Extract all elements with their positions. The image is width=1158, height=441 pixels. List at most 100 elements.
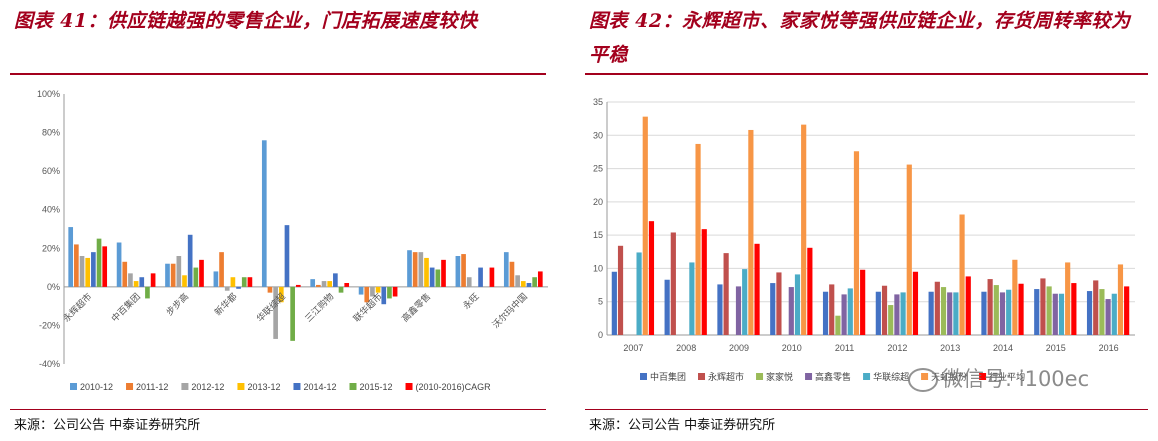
bar-新华都-2010-12	[213, 271, 219, 287]
bar-华联综超-2013-12	[278, 286, 284, 303]
bar-2009-永辉超市	[723, 253, 729, 335]
bar-三江购物-2011-12	[316, 284, 321, 287]
bar-永旺-2014-12	[478, 267, 483, 287]
bar-2014-高鑫零售	[999, 292, 1006, 335]
bar-沃尔玛中国-2010-12	[503, 252, 509, 287]
bar-联华超市-2011-12	[364, 286, 370, 303]
bar-2016-永辉超市	[1093, 280, 1099, 335]
legend-swatch	[640, 373, 647, 380]
bar-联华超市-2014-12	[381, 286, 387, 305]
bar-2014-中百集团	[981, 291, 987, 335]
bar-2013-永辉超市	[934, 281, 940, 335]
bar-2013-华联综超	[953, 292, 959, 335]
bar-2007-行业平均	[648, 221, 655, 335]
bar-华联综超-(2010-2016)CAGR	[295, 284, 301, 287]
legend-swatch	[237, 383, 245, 390]
legend-label: 行业平均	[989, 371, 1025, 382]
bar-永旺-2012-12	[466, 277, 472, 287]
legend-swatch	[126, 383, 134, 390]
bar-2012-华联综超	[900, 292, 906, 335]
left-figure: 图表 41：供应链越强的零售企业，门店拓展速度较快 -40% -20% 0% 20% 4…	[0, 0, 556, 441]
x-tick-label: 2016	[1099, 343, 1119, 353]
bar-2013-家家悦	[940, 287, 947, 335]
bar-三江购物-2010-12	[310, 279, 316, 287]
x-tick-label: 永旺	[460, 290, 481, 311]
bar-中百集团-2014-12	[139, 277, 145, 287]
bar-华联综超-2012-12	[273, 286, 278, 339]
bar-沃尔玛中国-(2010-2016)CAGR	[537, 271, 543, 287]
x-tick-label: 华联综超	[254, 290, 287, 323]
bar-2009-天虹股份	[748, 129, 754, 335]
y-tick-label: 0%	[47, 282, 60, 292]
bar-2007-天虹股份	[642, 116, 648, 335]
bar-新华都-2014-12	[236, 286, 241, 289]
bar-三江购物-2012-12	[321, 281, 327, 287]
bar-2007-中百集团	[611, 271, 617, 335]
bar-沃尔玛中国-2013-12	[520, 281, 526, 287]
bar-2016-中百集团	[1086, 291, 1093, 335]
bar-2016-华联综超	[1111, 293, 1117, 335]
legend-label: 永辉超市	[708, 371, 744, 382]
x-tick-label: 步步高	[164, 290, 191, 317]
right-source-note: 来源：公司公告 中泰证券研究所	[589, 418, 776, 433]
bar-步步高-(2010-2016)CAGR	[199, 259, 204, 287]
y-tick-label: 35	[593, 97, 603, 107]
x-tick-label: 三江购物	[302, 290, 335, 323]
bar-高鑫零售-2014-12	[429, 267, 435, 287]
left-bar-chart: -40% -20% 0% 20% 40% 60% 80% 100% 永辉超市 中百集团 步步高 新华都…	[37, 89, 548, 392]
bar-新华都-2012-12	[224, 286, 230, 291]
y-tick-label: 0	[598, 330, 603, 340]
bar-联华超市-2015-12	[387, 286, 392, 299]
bar-2010-天虹股份	[801, 124, 807, 336]
bar-2014-华联综超	[1006, 289, 1012, 335]
x-tick-label: 永辉超市	[60, 290, 93, 323]
bar-高鑫零售-2011-12	[412, 252, 418, 287]
bar-2012-行业平均	[912, 271, 919, 335]
wechat-icon	[908, 368, 938, 392]
legend-swatch	[698, 373, 706, 380]
bar-2011-华联综超	[847, 288, 853, 335]
y-tick-label: 15	[593, 230, 603, 240]
bar-2012-永辉超市	[881, 285, 888, 335]
bar-华联综超-2010-12	[261, 140, 267, 287]
x-tick-label: 2009	[729, 343, 749, 353]
bar-永旺-2010-12	[455, 256, 461, 287]
bar-三江购物-(2010-2016)CAGR	[344, 283, 350, 287]
bar-2008-永辉超市	[670, 232, 676, 335]
bar-2011-中百集团	[822, 291, 829, 335]
bar-永旺-2011-12	[461, 254, 466, 287]
bar-2011-高鑫零售	[841, 294, 847, 335]
bar-高鑫零售-(2010-2016)CAGR	[441, 259, 446, 287]
bar-2013-行业平均	[965, 276, 971, 335]
legend-swatch	[349, 383, 357, 390]
legend-label: 高鑫零售	[815, 371, 851, 382]
x-tick-label: 2014	[993, 343, 1013, 353]
bar-2014-行业平均	[1018, 283, 1024, 335]
bar-2015-高鑫零售	[1052, 293, 1058, 335]
bar-2007-永辉超市	[617, 245, 624, 335]
bar-2013-高鑫零售	[947, 292, 953, 335]
bar-2009-行业平均	[754, 243, 760, 335]
bar-2014-永辉超市	[987, 279, 993, 335]
bar-2008-天虹股份	[695, 143, 701, 335]
legend-swatch	[405, 383, 413, 390]
legend-label: 家家悦	[766, 371, 793, 382]
bar-2011-家家悦	[835, 315, 841, 335]
legend-label: 2014-12	[303, 382, 336, 392]
right-title-rule	[585, 73, 1148, 75]
bar-步步高-2011-12	[170, 263, 176, 287]
y-tick-label: -40%	[39, 359, 60, 369]
bar-2015-华联综超	[1058, 293, 1065, 335]
bar-2010-行业平均	[807, 247, 813, 335]
bar-2011-永辉超市	[829, 284, 835, 335]
y-tick-label: 20%	[42, 243, 60, 253]
bar-高鑫零售-2012-12	[418, 252, 424, 287]
bar-华联综超-2014-12	[284, 225, 290, 287]
bar-步步高-2014-12	[187, 234, 193, 287]
bar-华联综超-2015-12	[290, 286, 295, 341]
bar-2010-高鑫零售	[788, 287, 794, 335]
bar-2015-中百集团	[1034, 289, 1040, 335]
x-tick-label: 高鑫零售	[399, 290, 432, 323]
right-figure-title: 图表 42：永辉超市、家家悦等强供应链企业，存货周转率较为平稳	[589, 10, 1131, 66]
y-tick-label: 60%	[42, 166, 60, 176]
